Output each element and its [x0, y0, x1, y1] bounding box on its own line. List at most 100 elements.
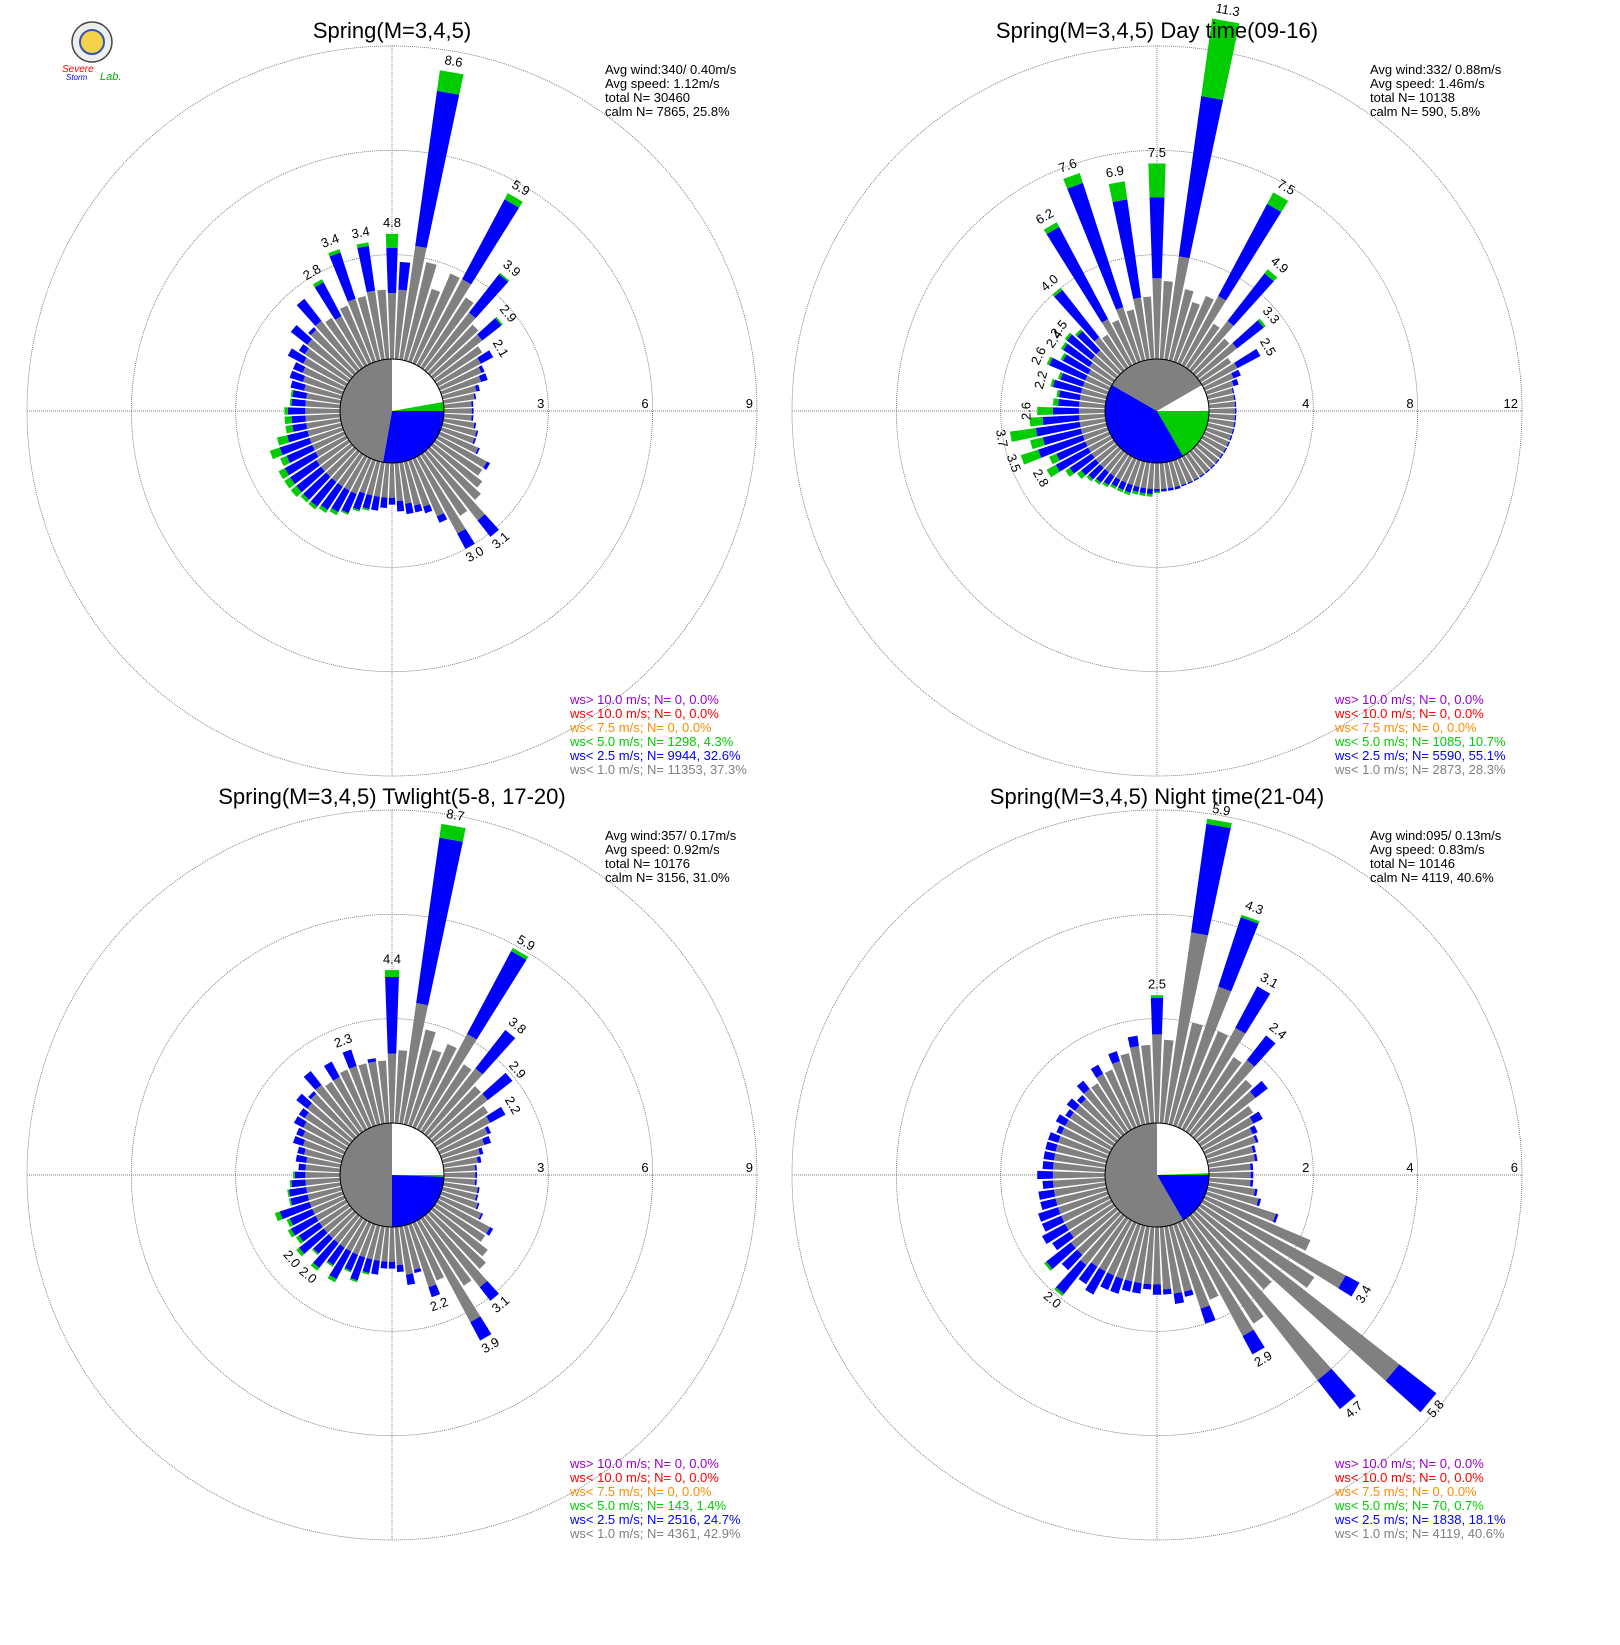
sector-bar-lt1	[408, 1049, 442, 1127]
sector-bar-lt1	[403, 1224, 421, 1270]
sector-value-label: 2.2	[428, 1294, 450, 1314]
sector-bar-lt5	[1064, 332, 1072, 341]
sector-bar-lt1	[1065, 1119, 1113, 1151]
sector-bar-lt2-5	[477, 318, 502, 341]
sector-bar-lt1	[1088, 369, 1113, 387]
sector-bar-lt2-5	[476, 1187, 480, 1194]
sector-bar-lt1	[304, 1148, 343, 1164]
sector-bar-lt1	[306, 392, 342, 404]
sector-bar-lt5	[1054, 1287, 1064, 1297]
sector-bar-lt2-5	[1090, 1064, 1104, 1078]
sector-bar-lt1	[305, 1171, 341, 1179]
calm-pie-slice	[1105, 385, 1183, 463]
sector-bar-lt1	[1057, 1191, 1109, 1215]
logo-text-severe: Severe	[62, 64, 94, 75]
sector-bar-lt1	[1208, 408, 1236, 414]
sector-bar-lt1	[1201, 1199, 1346, 1289]
sector-bar-lt1	[1127, 459, 1141, 486]
sector-bar-lt2-5	[1187, 480, 1194, 485]
sector-bar-lt5	[439, 823, 466, 842]
sector-bar-lt1	[436, 357, 481, 387]
sector-bar-lt5	[385, 233, 399, 248]
sector-bar-lt1	[1201, 1117, 1254, 1151]
sector-bar-lt5	[504, 193, 523, 208]
sector-bar-lt5	[436, 70, 464, 95]
sector-bar-lt2-5	[303, 472, 331, 500]
sector-bar-lt1	[303, 357, 348, 387]
sector-bar-lt2-5	[477, 350, 494, 364]
legend-entry: ws< 1.0 m/s; N= 11353, 37.3%	[569, 762, 747, 777]
sector-bar-lt2-5	[1055, 1260, 1087, 1295]
sector-bar-lt5	[343, 1267, 352, 1273]
sector-bar-lt5	[384, 970, 400, 978]
sector-value-label: 5.9	[515, 932, 538, 954]
legend-entry: ws< 7.5 m/s; N= 0, 0.0%	[1334, 1484, 1477, 1499]
sector-bar-lt5	[295, 1235, 304, 1244]
sector-bar-lt2-5	[1100, 1272, 1115, 1291]
sector-bar-lt1	[1173, 1223, 1210, 1309]
sector-bar-lt1	[1080, 1098, 1122, 1140]
sector-bar-lt5	[1052, 287, 1063, 297]
sector-value-label: 3.4	[350, 223, 370, 241]
sector-bar-lt1	[302, 366, 346, 391]
sector-bar-lt1	[1091, 1216, 1129, 1267]
sector-bar-lt2-5	[1227, 273, 1274, 326]
sector-bar-lt1	[302, 1130, 346, 1155]
sector-bar-lt2-5	[297, 1146, 306, 1155]
sector-bar-lt1	[1052, 1162, 1106, 1173]
sector-bar-lt2-5	[1041, 1215, 1065, 1232]
sector-bar-lt2-5	[1385, 1364, 1437, 1413]
sector-bar-lt1	[438, 431, 479, 454]
legend-entry: ws< 1.0 m/s; N= 2873, 28.3%	[1334, 762, 1506, 777]
ring-tick-label: 3	[537, 396, 544, 411]
sector-bar-lt1	[387, 292, 397, 360]
sector-bar-lt1	[358, 1063, 381, 1126]
sector-bar-lt1	[1099, 446, 1122, 469]
sector-bar-lt2-5	[1038, 1207, 1061, 1222]
sector-bar-lt5	[1060, 353, 1067, 361]
sector-bar-lt2-5	[344, 1252, 359, 1271]
sector-bar-lt5	[1075, 329, 1083, 337]
sector-bar-lt1	[337, 452, 364, 487]
sector-bar-lt1	[307, 422, 343, 437]
sector-bar-lt5	[1240, 914, 1260, 924]
sector-bar-lt1	[316, 439, 351, 466]
sector-bar-lt2-5	[289, 370, 306, 383]
sector-bar-lt1	[1168, 1022, 1203, 1126]
sector-bar-lt1	[1198, 439, 1223, 458]
sector-bar-lt1	[443, 401, 472, 409]
sector-bar-lt2-5	[290, 1215, 319, 1236]
legend-entry: ws< 7.5 m/s; N= 0, 0.0%	[569, 720, 712, 735]
sector-bar-lt2-5	[1149, 197, 1165, 279]
sector-bar-lt1	[394, 289, 407, 360]
sector-bar-lt2-5	[1066, 334, 1096, 360]
sector-bar-lt1	[1181, 295, 1227, 367]
sector-bar-lt1	[436, 1199, 491, 1234]
sector-bar-lt1	[394, 1050, 408, 1124]
sector-bar-lt2-5	[1108, 1051, 1120, 1064]
sector-bar-lt1	[403, 262, 437, 362]
sector-bar-lt1	[366, 1224, 381, 1260]
sector-value-label: 7.5	[1275, 176, 1298, 198]
sector-bar-lt1	[394, 1226, 403, 1266]
sector-bar-lt1	[352, 1221, 372, 1255]
sector-bar-lt2-5	[475, 1202, 480, 1210]
sector-bar-lt1	[1057, 1135, 1109, 1159]
sector-bar-lt2-5	[468, 274, 509, 319]
sector-bar-lt1	[366, 460, 381, 496]
sector-bar-lt2-5	[323, 1061, 340, 1081]
sector-bar-lt2-5	[1060, 372, 1085, 387]
sector-bar-lt5	[1201, 18, 1240, 100]
sector-bar-lt2-5	[471, 415, 474, 421]
sector-bar-lt2-5	[1231, 369, 1241, 379]
sector-bar-lt2-5	[298, 1108, 309, 1119]
sector-value-label: 6.2	[1033, 205, 1056, 227]
sector-bar-lt2-5	[298, 1163, 306, 1171]
sector-bar-lt1	[433, 346, 483, 383]
sector-bar-lt1	[443, 1172, 476, 1178]
sector-bar-lt1	[1206, 388, 1234, 400]
sector-bar-lt2-5	[1205, 469, 1211, 474]
sector-bar-lt1	[441, 385, 477, 400]
sector-bar-lt1	[1206, 422, 1234, 434]
